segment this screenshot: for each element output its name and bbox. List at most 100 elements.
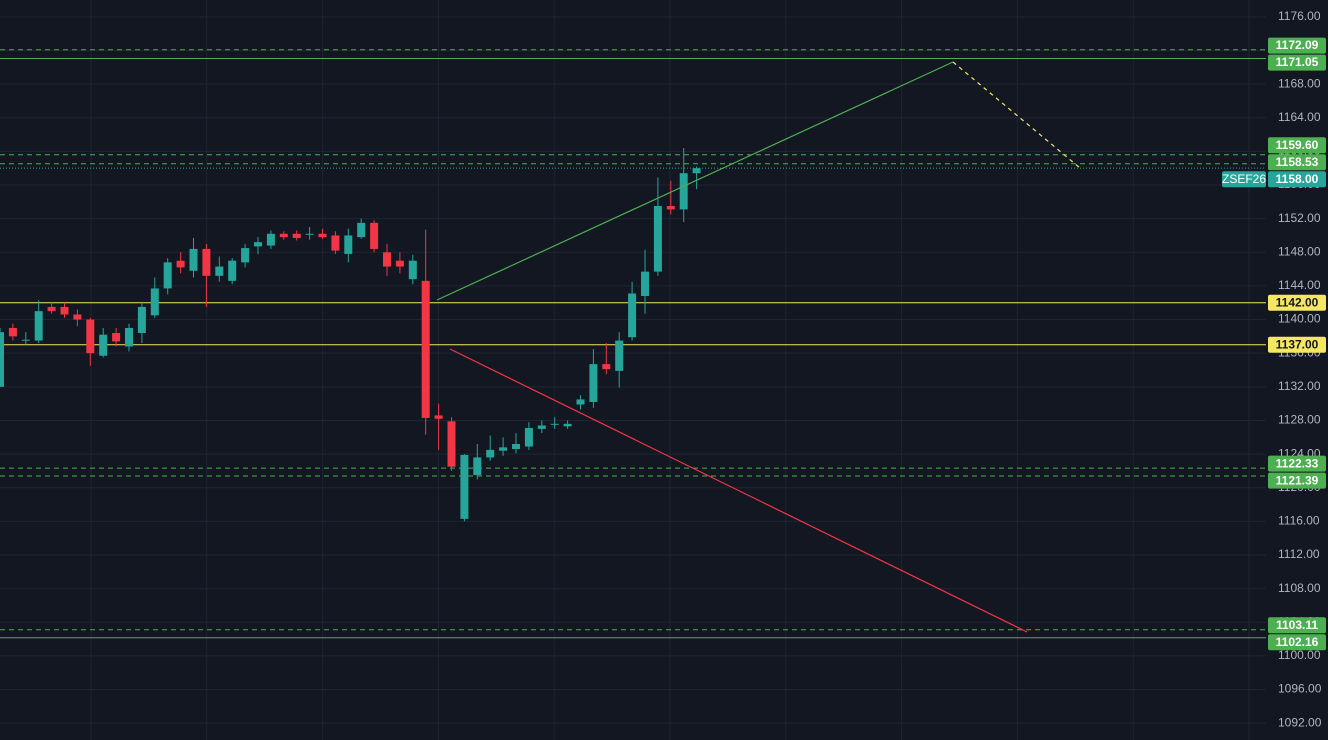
candle-body	[589, 364, 598, 402]
y-tick-label: 1148.00	[1278, 244, 1321, 258]
price-tag-label: 1172.09	[1276, 38, 1319, 52]
candle-body	[486, 449, 495, 458]
y-tick-label: 1164.00	[1278, 110, 1321, 124]
y-tick-label: 1168.00	[1278, 76, 1321, 90]
candle-body	[292, 233, 301, 238]
price-tag-label: 1102.16	[1276, 635, 1319, 649]
candle-body	[99, 334, 108, 356]
price-tag	[1268, 154, 1326, 171]
price-tag	[1268, 455, 1326, 472]
y-tick-label: 1100.00	[1278, 648, 1321, 662]
candle-body	[73, 314, 82, 320]
candle-body	[473, 457, 482, 476]
candle-body	[150, 288, 159, 316]
y-tick-label: 1116.00	[1278, 514, 1320, 528]
y-tick-label: 1176.00	[1278, 9, 1321, 23]
price-tag-label: 1171.05	[1276, 55, 1319, 69]
price-tag	[1268, 294, 1326, 311]
price-tag-label: 1158.53	[1276, 155, 1319, 169]
price-tag	[1268, 472, 1326, 489]
candle-body	[602, 364, 611, 370]
price-axis	[1266, 0, 1328, 740]
candle-body	[641, 271, 649, 296]
symbol-tag	[1222, 171, 1266, 188]
price-tag-label: 1142.00	[1276, 295, 1319, 309]
candle-body	[550, 423, 559, 425]
price-tag-label: 1158.00	[1276, 172, 1319, 186]
candles	[0, 148, 701, 522]
candle-body	[357, 222, 366, 238]
candle-body	[576, 399, 585, 405]
candle-body	[537, 425, 546, 429]
price-tag-label: 1103.11	[1276, 618, 1318, 632]
candle-body	[254, 242, 262, 247]
candle-body	[125, 327, 133, 347]
price-tag-label: 1159.60	[1276, 138, 1319, 152]
candle-body	[421, 280, 430, 418]
price-tag-label: 1137.00	[1276, 337, 1319, 351]
candle-body	[112, 333, 121, 342]
candle-body	[47, 306, 56, 312]
candle-body	[215, 266, 224, 276]
candle-body	[266, 233, 275, 246]
grid	[0, 0, 1266, 740]
candle-body	[241, 248, 250, 263]
y-tick-label: 1092.00	[1278, 715, 1322, 729]
projection-line	[952, 61, 1081, 169]
candle-body	[499, 447, 508, 451]
candle-body	[434, 415, 443, 419]
trend-line	[449, 348, 1028, 633]
price-tag	[1268, 634, 1326, 651]
y-tick-label: 1128.00	[1278, 413, 1321, 427]
candle-body	[524, 428, 533, 447]
candle-body	[512, 444, 520, 450]
candle-body	[305, 233, 314, 235]
candle-body	[679, 173, 688, 210]
candle-body	[344, 235, 353, 254]
candle-body	[279, 233, 288, 238]
candle-body	[447, 421, 456, 467]
levels	[0, 49, 1266, 639]
candle-body	[8, 327, 17, 337]
price-tag	[1268, 137, 1326, 154]
candle-body	[383, 252, 391, 267]
y-tick-label: 1152.00	[1278, 211, 1321, 225]
candle-body	[395, 260, 404, 267]
candle-body	[34, 311, 43, 341]
price-tag	[1268, 54, 1326, 71]
y-tick-label: 1140.00	[1278, 312, 1321, 326]
y-tick-label: 1112.00	[1278, 547, 1320, 561]
price-tag-label: 1121.39	[1276, 473, 1319, 487]
candle-body	[176, 260, 185, 268]
trend-line	[436, 61, 954, 301]
candle-body	[615, 340, 624, 371]
y-tick-label: 1108.00	[1278, 581, 1321, 595]
price-tag	[1268, 37, 1326, 54]
candle-body	[318, 233, 327, 238]
candle-body	[163, 262, 172, 289]
price-tag	[1268, 171, 1326, 188]
candle-body	[666, 206, 675, 210]
candle-body	[86, 319, 95, 354]
y-tick-label: 1132.00	[1278, 379, 1321, 393]
y-tick-label: 1144.00	[1278, 278, 1321, 292]
candle-body	[563, 423, 572, 427]
candle-body	[21, 339, 30, 341]
candle-body	[331, 235, 340, 251]
candle-body	[228, 260, 237, 281]
symbol-label: ZSEF26	[1222, 172, 1266, 186]
candle-body	[202, 248, 211, 276]
price-tag	[1268, 336, 1326, 353]
candle-body	[628, 293, 637, 338]
candle-body	[0, 332, 4, 387]
candle-body	[60, 306, 69, 315]
price-tag	[1268, 617, 1326, 634]
candle-body	[189, 248, 198, 271]
candle-body	[408, 260, 417, 280]
candle-body	[460, 454, 469, 519]
y-tick-label: 1096.00	[1278, 682, 1322, 696]
candle-body	[137, 306, 146, 333]
